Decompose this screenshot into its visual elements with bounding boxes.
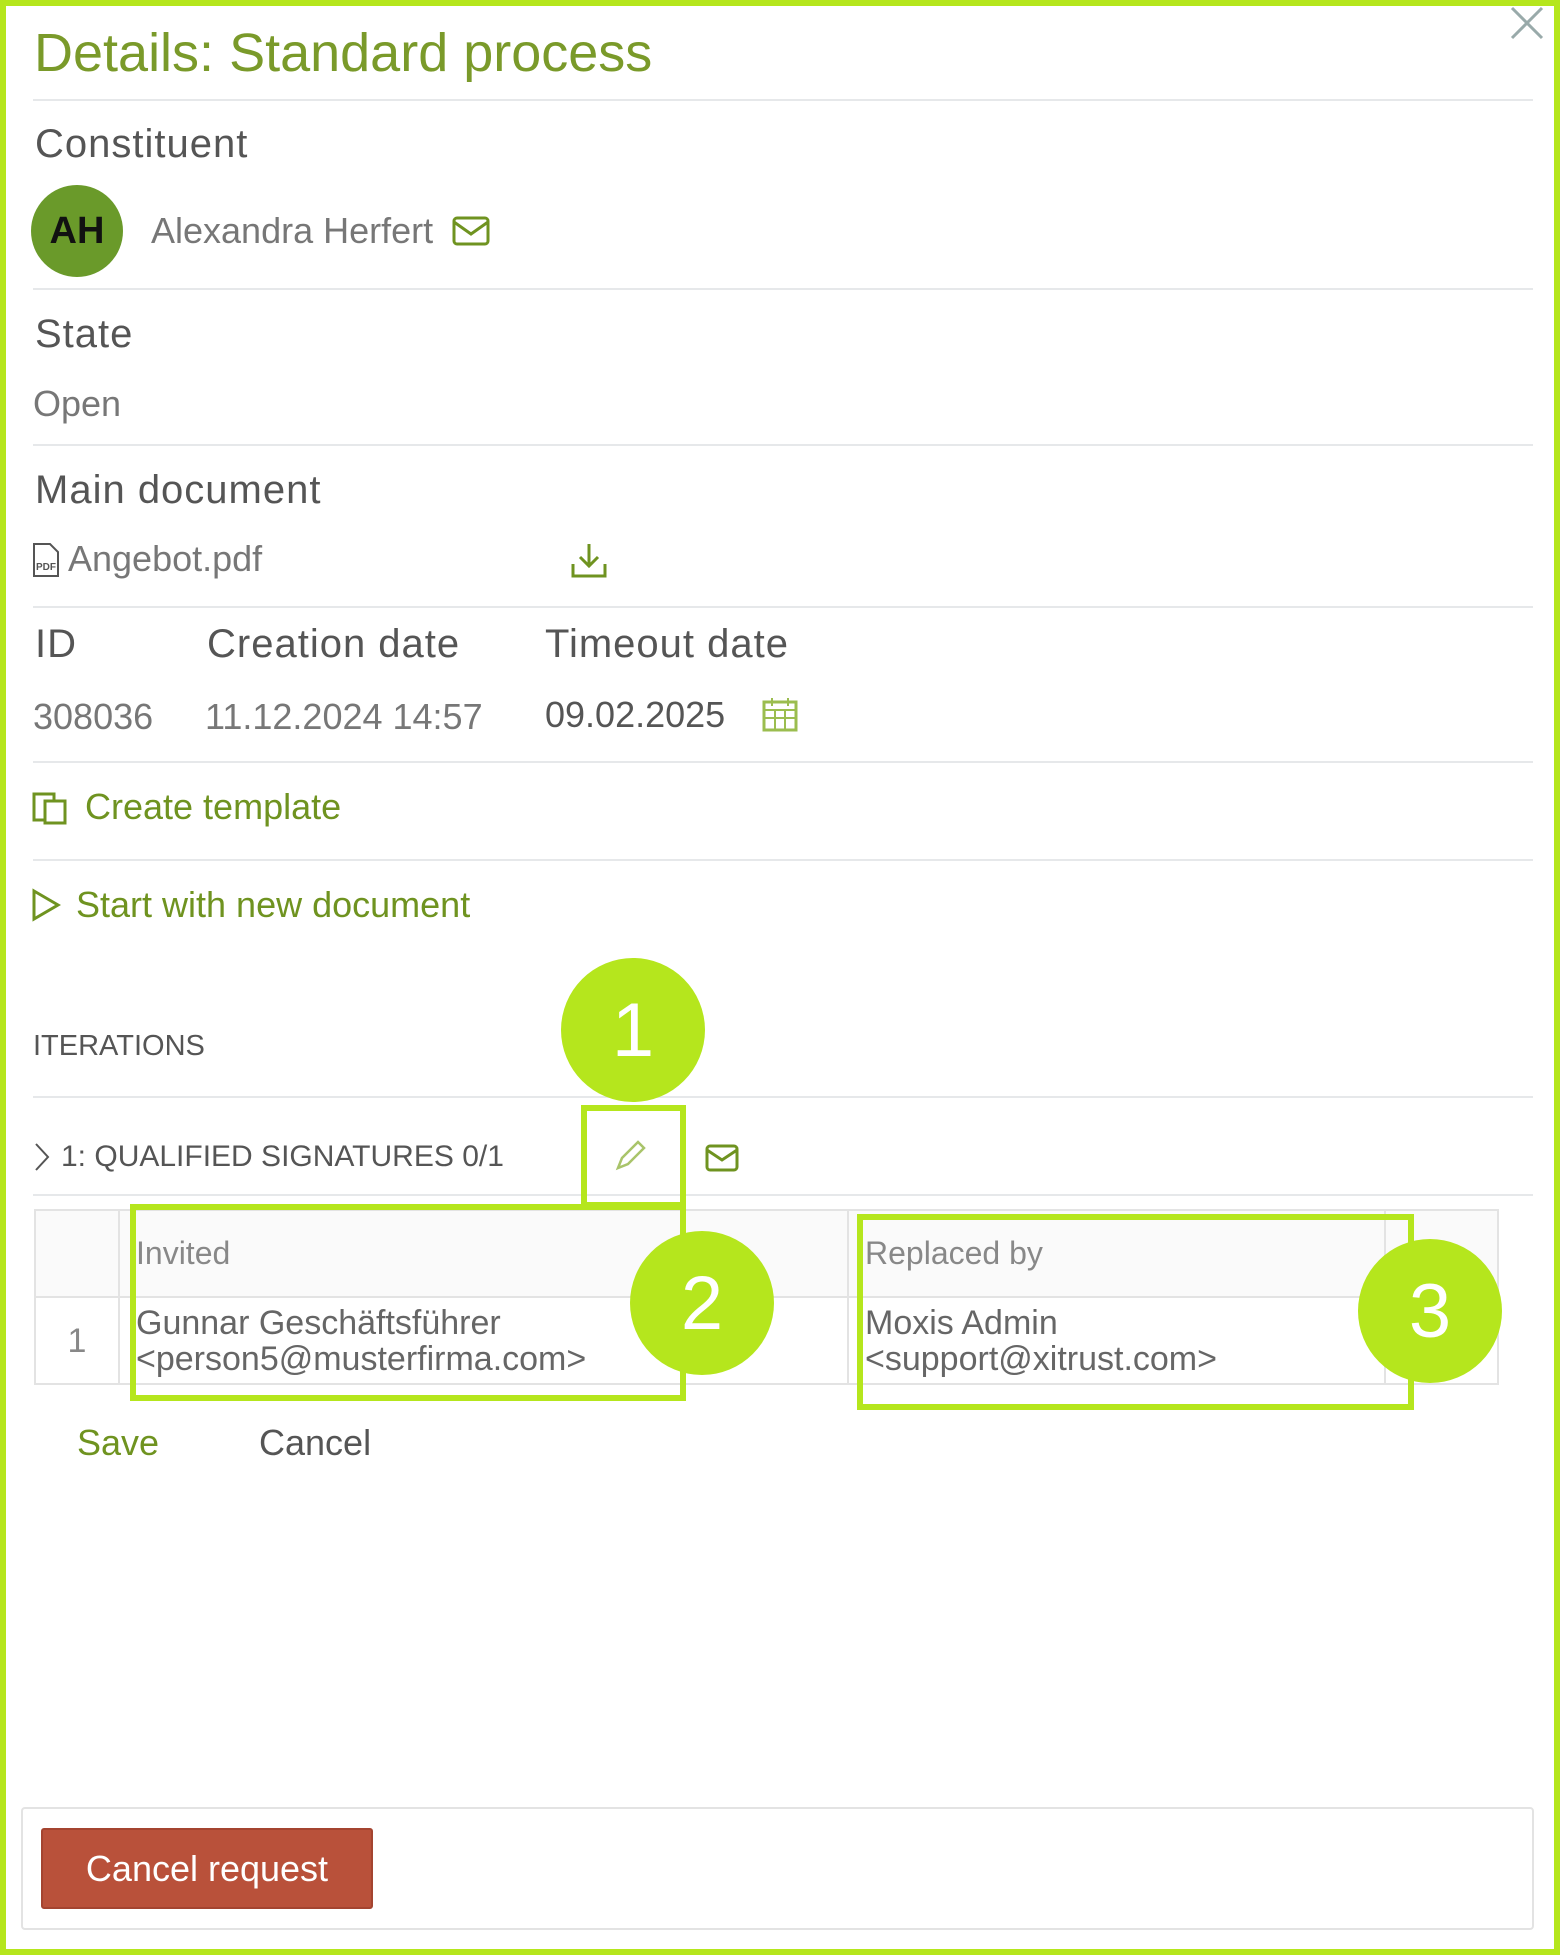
divider bbox=[33, 444, 1533, 446]
annotation-box-1 bbox=[581, 1105, 686, 1208]
pencil-icon[interactable] bbox=[612, 1138, 648, 1174]
timeout-date-label: Timeout date bbox=[545, 622, 789, 666]
download-icon[interactable] bbox=[569, 540, 609, 580]
divider bbox=[33, 761, 1533, 763]
state-label: State bbox=[35, 312, 134, 356]
divider bbox=[33, 99, 1533, 101]
replaced-by-cell[interactable]: Moxis Admin <support@xitrust.com> bbox=[847, 1296, 1386, 1385]
divider bbox=[33, 288, 1533, 290]
annotation-marker-2: 2 bbox=[630, 1231, 774, 1375]
timeout-date-value: 09.02.2025 bbox=[545, 694, 726, 735]
constituent-name: Alexandra Herfert bbox=[151, 210, 434, 251]
id-label: ID bbox=[35, 622, 77, 666]
annotation-box-3 bbox=[857, 1214, 1414, 1410]
close-icon[interactable] bbox=[1508, 4, 1546, 42]
play-icon bbox=[31, 888, 61, 922]
footer-bar bbox=[21, 1807, 1534, 1930]
row-index: 1 bbox=[34, 1296, 120, 1385]
divider bbox=[33, 1194, 1533, 1196]
header-replaced-by: Replaced by bbox=[847, 1209, 1386, 1298]
replaced-name: Moxis Admin bbox=[865, 1303, 1058, 1342]
mail-icon[interactable] bbox=[452, 216, 490, 246]
main-document-label: Main document bbox=[35, 468, 322, 512]
iterations-heading: ITERATIONS bbox=[33, 1030, 205, 1062]
replaced-email: <support@xitrust.com> bbox=[865, 1339, 1217, 1378]
invited-email: <person5@musterfirma.com> bbox=[136, 1339, 587, 1378]
calendar-icon[interactable] bbox=[762, 696, 798, 732]
id-value: 308036 bbox=[33, 696, 154, 737]
divider bbox=[33, 859, 1533, 861]
annotation-marker-3: 3 bbox=[1358, 1239, 1502, 1383]
creation-date-value: 11.12.2024 14:57 bbox=[205, 696, 483, 737]
copy-icon bbox=[31, 789, 69, 825]
page-title: Details: Standard process bbox=[34, 23, 653, 83]
mail-icon[interactable] bbox=[705, 1144, 739, 1172]
chevron-right-icon[interactable] bbox=[33, 1141, 51, 1173]
divider bbox=[33, 606, 1533, 608]
header-cell bbox=[34, 1209, 120, 1298]
iteration-item[interactable]: 1: QUALIFIED SIGNATURES 0/1 bbox=[61, 1140, 504, 1173]
create-template-link[interactable]: Create template bbox=[85, 786, 342, 827]
annotation-marker-1: 1 bbox=[561, 958, 705, 1102]
avatar: AH bbox=[31, 185, 123, 277]
creation-date-label: Creation date bbox=[207, 622, 461, 666]
cancel-request-button[interactable]: Cancel request bbox=[41, 1828, 373, 1909]
pdf-file-icon: PDF bbox=[32, 542, 60, 578]
invited-name: Gunnar Geschäftsführer bbox=[136, 1303, 501, 1342]
annotation-box-2 bbox=[130, 1204, 686, 1401]
cancel-button[interactable]: Cancel bbox=[259, 1422, 372, 1463]
state-value: Open bbox=[33, 383, 122, 424]
start-new-document-link[interactable]: Start with new document bbox=[76, 884, 471, 925]
constituent-label: Constituent bbox=[35, 122, 249, 166]
svg-text:PDF: PDF bbox=[36, 562, 56, 573]
document-link[interactable]: Angebot.pdf bbox=[68, 538, 263, 579]
divider bbox=[33, 1096, 1533, 1098]
save-button[interactable]: Save bbox=[77, 1422, 160, 1463]
